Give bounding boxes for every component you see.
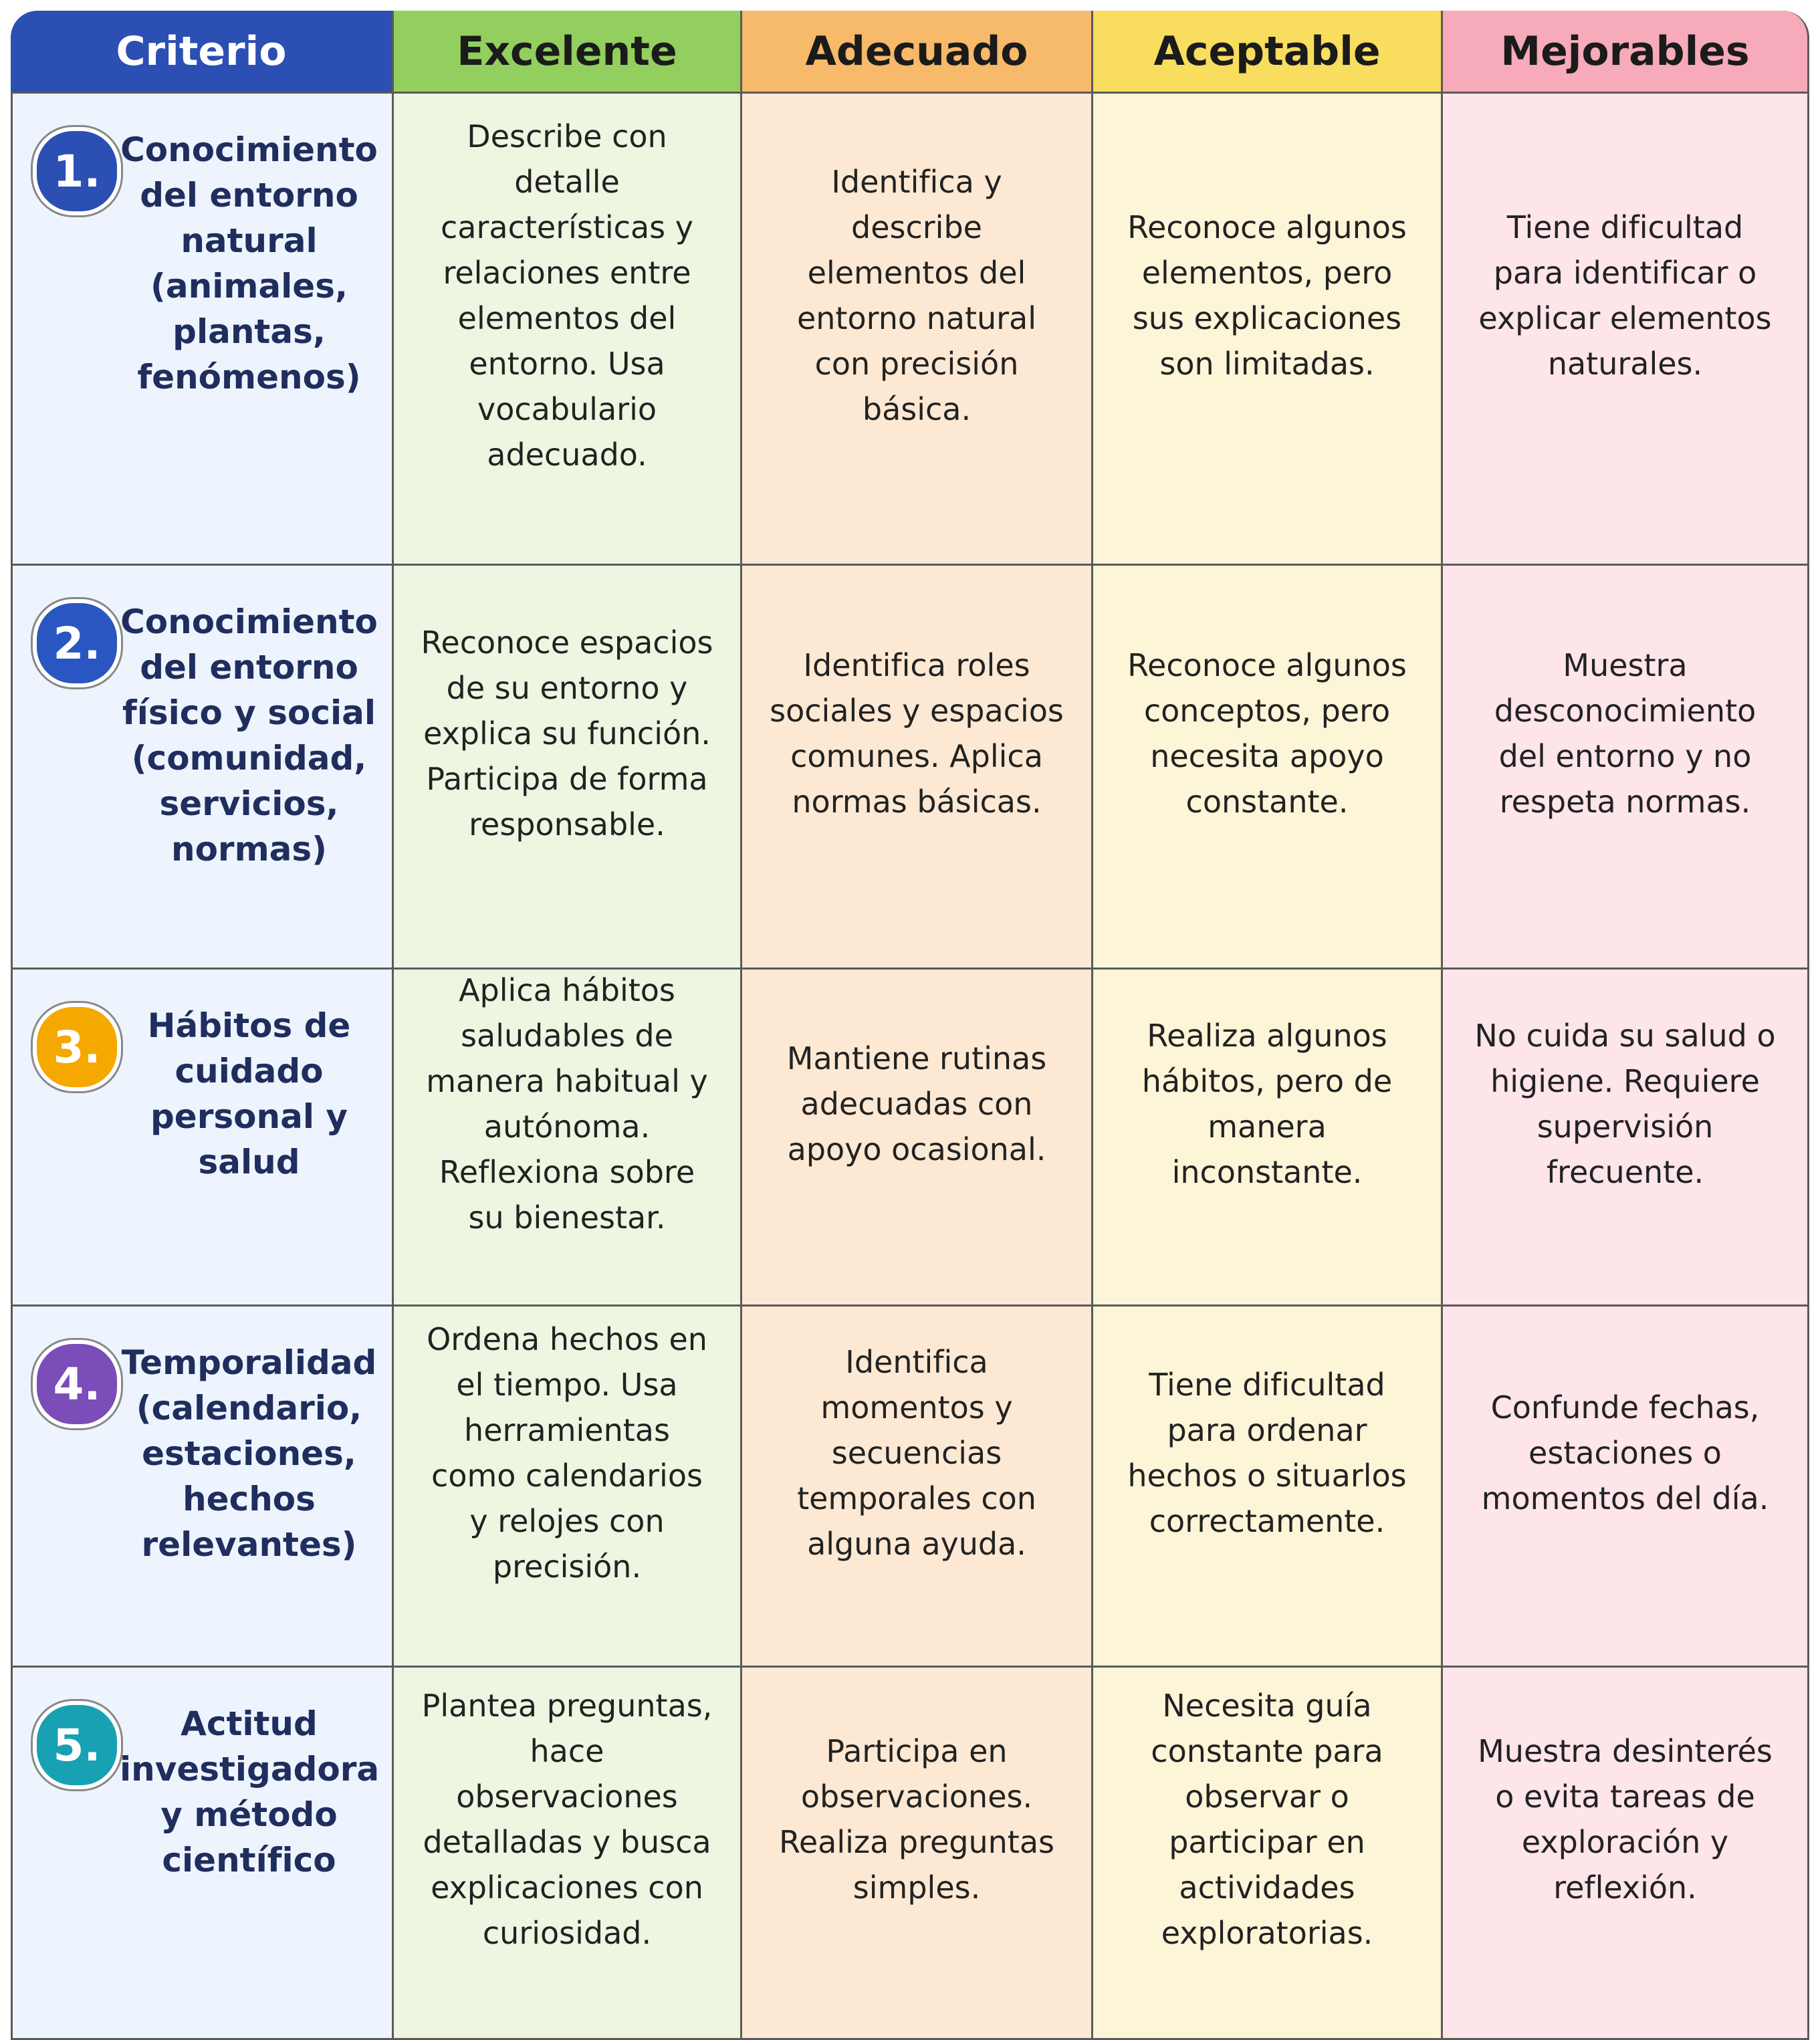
level-description: Mantiene rutinas adecuadas con apoyo oca…	[742, 970, 1093, 1307]
criterion-cell: 3. Hábitos de cuidado personal y salud	[11, 970, 394, 1307]
level-description: Reconoce algunos elementos, pero sus exp…	[1093, 94, 1443, 566]
level-description: No cuida su salud o higiene. Requiere su…	[1443, 970, 1809, 1307]
criterion-text: Temporalidad (calendario, estaciones, he…	[121, 1343, 377, 1564]
level-description: Aplica hábitos saludables de manera habi…	[394, 970, 742, 1307]
criterion-text: Hábitos de cuidado personal y salud	[147, 1006, 351, 1181]
criterion-number: 4.	[33, 1340, 121, 1428]
criterion-text: Actitud investigadora y método científic…	[120, 1704, 380, 1880]
level-description: Identifica roles sociales y espacios com…	[742, 566, 1093, 970]
level-description: Realiza algunos hábitos, pero de manera …	[1093, 970, 1443, 1307]
criterion-number: 1.	[33, 127, 121, 215]
criterion-cell: 5. Actitud investigadora y método científ…	[11, 1668, 394, 2040]
criterion-cell: 2. Conocimiento del entorno físico y soci…	[11, 566, 394, 970]
level-description: Confunde fechas, estaciones o momentos d…	[1443, 1307, 1809, 1668]
criterion-number: 5.	[33, 1701, 121, 1789]
column-header: Adecuado	[742, 11, 1093, 94]
level-description: Muestra desinterés o evita tareas de exp…	[1443, 1668, 1809, 2040]
column-header: Mejorables	[1443, 11, 1809, 94]
level-description: Participa en observaciones. Realiza preg…	[742, 1668, 1093, 2040]
level-description: Ordena hechos en el tiempo. Usa herramie…	[394, 1307, 742, 1668]
level-description: Reconoce algunos conceptos, pero necesit…	[1093, 566, 1443, 970]
criterion-number: 2.	[33, 599, 121, 687]
rubric-table: Criterio Excelente Adecuado Aceptable Mejora…	[11, 11, 1809, 2040]
column-header: Aceptable	[1093, 11, 1443, 94]
criterion-text: Conocimiento del entorno físico y social…	[120, 602, 378, 869]
level-description: Necesita guía constante para observar o …	[1093, 1668, 1443, 2040]
level-description: Tiene dificultad para identificar o expl…	[1443, 94, 1809, 566]
criterion-text: Conocimiento del entorno natural (animal…	[120, 130, 378, 396]
level-description: Describe con detalle características y r…	[394, 94, 742, 566]
column-header: Criterio	[11, 11, 394, 94]
level-description: Muestra desconocimiento del entorno y no…	[1443, 566, 1809, 970]
level-description: Identifica y describe elementos del ento…	[742, 94, 1093, 566]
criterion-cell: 1. Conocimiento del entorno natural (anim…	[11, 94, 394, 566]
criterion-number: 3.	[33, 1003, 121, 1091]
level-description: Tiene dificultad para ordenar hechos o s…	[1093, 1307, 1443, 1668]
criterion-cell: 4. Temporalidad (calendario, estaciones, …	[11, 1307, 394, 1668]
column-header: Excelente	[394, 11, 742, 94]
level-description: Plantea preguntas, hace observaciones de…	[394, 1668, 742, 2040]
level-description: Reconoce espacios de su entorno y explic…	[394, 566, 742, 970]
level-description: Identifica momentos y secuencias tempora…	[742, 1307, 1093, 1668]
